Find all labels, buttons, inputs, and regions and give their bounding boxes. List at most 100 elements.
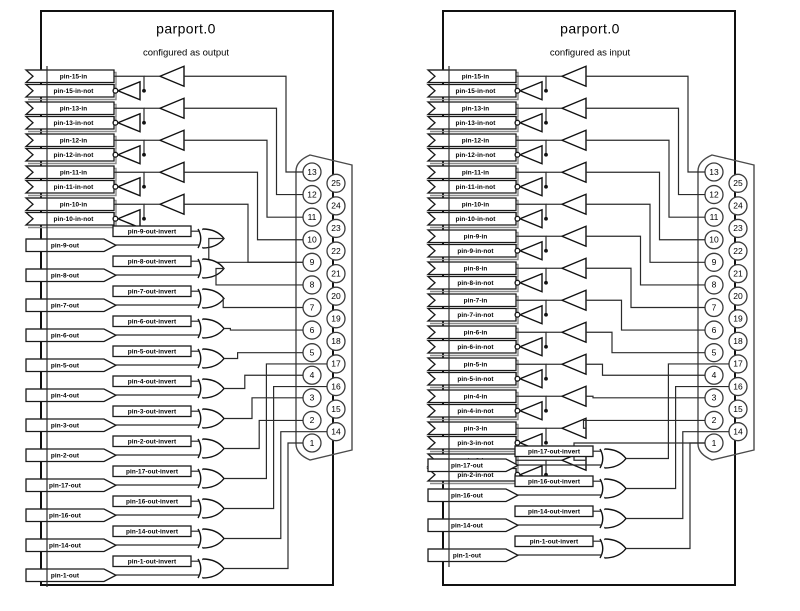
in-pin-pin-3-in-not-label: pin-3-in-not [457,440,494,447]
inverter-pin-6-in-not [518,336,543,357]
out-pin-pin-1-out-label: pin-1-out [51,572,80,579]
input-row-pin-10-in: pin-10-in pin-10-in-not [426,193,705,263]
connector-pin-11-label: 11 [308,212,317,222]
connector-pin-21-label: 21 [733,268,743,278]
connector-pin-22[interactable] [326,241,346,261]
connector-pin-6-label: 6 [310,325,315,335]
input-row-pin-15-in: pin-15-in pin-15-in-not [426,65,705,173]
connector-pin-16-label: 16 [733,381,743,391]
xor-pin-1-out-body [604,538,627,559]
out-pin-pin-6-out [25,328,118,343]
out-pin-pin-17-out-label: pin-17-out [49,482,82,489]
junction-pin-10-in [544,216,548,221]
buffer-pin-13-in [158,97,185,120]
out-pin-pin-4-out [25,388,118,403]
out-pin-pin-6-out-label: pin-6-out [51,332,80,339]
wire-to-pin-12 [184,107,303,196]
param-pin-8-out-invert-label: pin-8-out-invert [128,258,177,265]
xor-pin-1-out-body [202,558,225,579]
buffer-pin-9-in [560,225,587,248]
connector-pin-16-label: 16 [331,381,341,391]
connector-pin-24[interactable] [728,196,748,216]
xor-pin-14-out-body [604,508,627,529]
in-pin-pin-12-in-label: pin-12-in [60,137,88,144]
junction-pin-7-in [544,312,548,317]
connector-pin-14-label: 14 [733,426,743,436]
in-pin-pin-11-in [426,165,517,180]
buffer-pin-12-in [158,129,185,152]
connector-pin-19[interactable] [326,309,346,329]
out-pin-pin-2-out-label: pin-2-out [51,452,80,459]
in-pin-pin-4-in-not-label: pin-4-in-not [457,408,494,415]
connector-pin-6-label: 6 [712,325,717,335]
param-pin-17-out-invert-label: pin-17-out-invert [126,468,179,475]
out-pin-pin-5-out-label: pin-5-out [51,362,80,369]
connector-pin-20-label: 20 [331,291,341,301]
input-row-pin-13-in: pin-13-in pin-13-in-not [426,97,705,196]
xor-pin-1-out-arc-outer [197,558,202,579]
output-row-pin-16-out: pin-16-out pin-16-out-invert [25,385,327,523]
inverter-pin-13-in-not [518,112,543,133]
xor-pin-4-out-arc-outer [197,378,202,399]
inverter-pin-12-in-not [116,144,141,165]
in-pin-pin-10-in-label: pin-10-in [60,201,88,208]
junction-pin-12-in [544,152,548,157]
connector-pin-15-label: 15 [733,404,743,414]
input-row-pin-6-in: pin-6-in pin-6-in-not [426,321,705,357]
input-row-pin-10-in: pin-10-in pin-10-in-not [24,193,303,263]
connector-pin-24[interactable] [326,196,346,216]
output-row-pin-17-out: pin-17-out pin-17-out-invert [25,363,327,493]
in-pin-pin-3-in [426,421,517,436]
connector-pin-3-label: 3 [712,393,717,403]
connector-pin-25[interactable] [728,173,748,193]
connector-pin-21[interactable] [326,263,346,284]
connector-pin-20[interactable] [728,286,748,306]
junction-pin-3-in [544,440,548,445]
connector-pin-20[interactable] [326,286,346,306]
wire-to-pin-17 [224,363,327,480]
connector-pin-25-label: 25 [331,178,341,188]
in-pin-pin-9-in-not [426,243,517,258]
xor-pin-14-out-arc-outer [599,508,604,529]
connector-pin-22[interactable] [728,241,748,261]
out-pin-pin-3-out-label: pin-3-out [51,422,80,429]
in-pin-pin-15-in-label: pin-15-in [60,73,88,80]
wire-to-pin-17 [626,363,729,460]
connector-pin-20-label: 20 [733,291,743,301]
out-pin-pin-4-out-label: pin-4-out [51,392,80,399]
db25-connector: 1312111098765432125242322212019181716151… [697,154,755,461]
connector-pin-1-label: 1 [712,438,717,448]
in-pin-pin-15-in [24,69,115,84]
in-pin-pin-9-in-label: pin-9-in [464,233,488,240]
connector-pin-18[interactable] [326,331,346,352]
xor-pin-1-out-arc-outer [599,538,604,559]
xor-pin-3-out-arc-outer [197,408,202,429]
connector-pin-15[interactable] [728,399,748,419]
output-row-pin-14-out: pin-14-out pin-14-out-invert [25,431,327,553]
out-pin-pin-1-out-label: pin-1-out [453,552,482,559]
connector-pin-21[interactable] [728,263,748,284]
output-row-pin-4-out: pin-4-out pin-4-out-invert [25,374,303,403]
param-pin-7-out-invert-label: pin-7-out-invert [128,288,177,295]
xor-pin-2-out-body [202,438,225,459]
in-pin-pin-10-in-not [426,211,517,226]
connector-pin-23[interactable] [326,218,346,239]
connector-pin-23-label: 23 [331,223,341,233]
connector-pin-19[interactable] [728,309,748,329]
in-pin-pin-10-in-not [24,211,115,226]
connector-pin-18[interactable] [728,331,748,352]
junction-pin-4-in [544,408,548,413]
connector-pin-25[interactable] [326,173,346,193]
wire-to-pin-16 [626,385,729,490]
inverter-pin-10-in-not [518,208,543,229]
in-pin-pin-10-in-not-label: pin-10-in-not [54,216,95,223]
wire-to-pin-16 [224,385,327,510]
param-pin-3-out-invert-label: pin-3-out-invert [128,408,177,415]
wire-to-pin-7 [222,297,303,309]
connector-pin-9-label: 9 [712,257,717,267]
wire-to-pin-3 [586,395,705,399]
connector-pin-23[interactable] [728,218,748,239]
param-pin-16-out-invert-label: pin-16-out-invert [126,498,179,505]
out-pin-pin-14-out-label: pin-14-out [451,522,484,529]
connector-pin-15[interactable] [326,399,346,419]
